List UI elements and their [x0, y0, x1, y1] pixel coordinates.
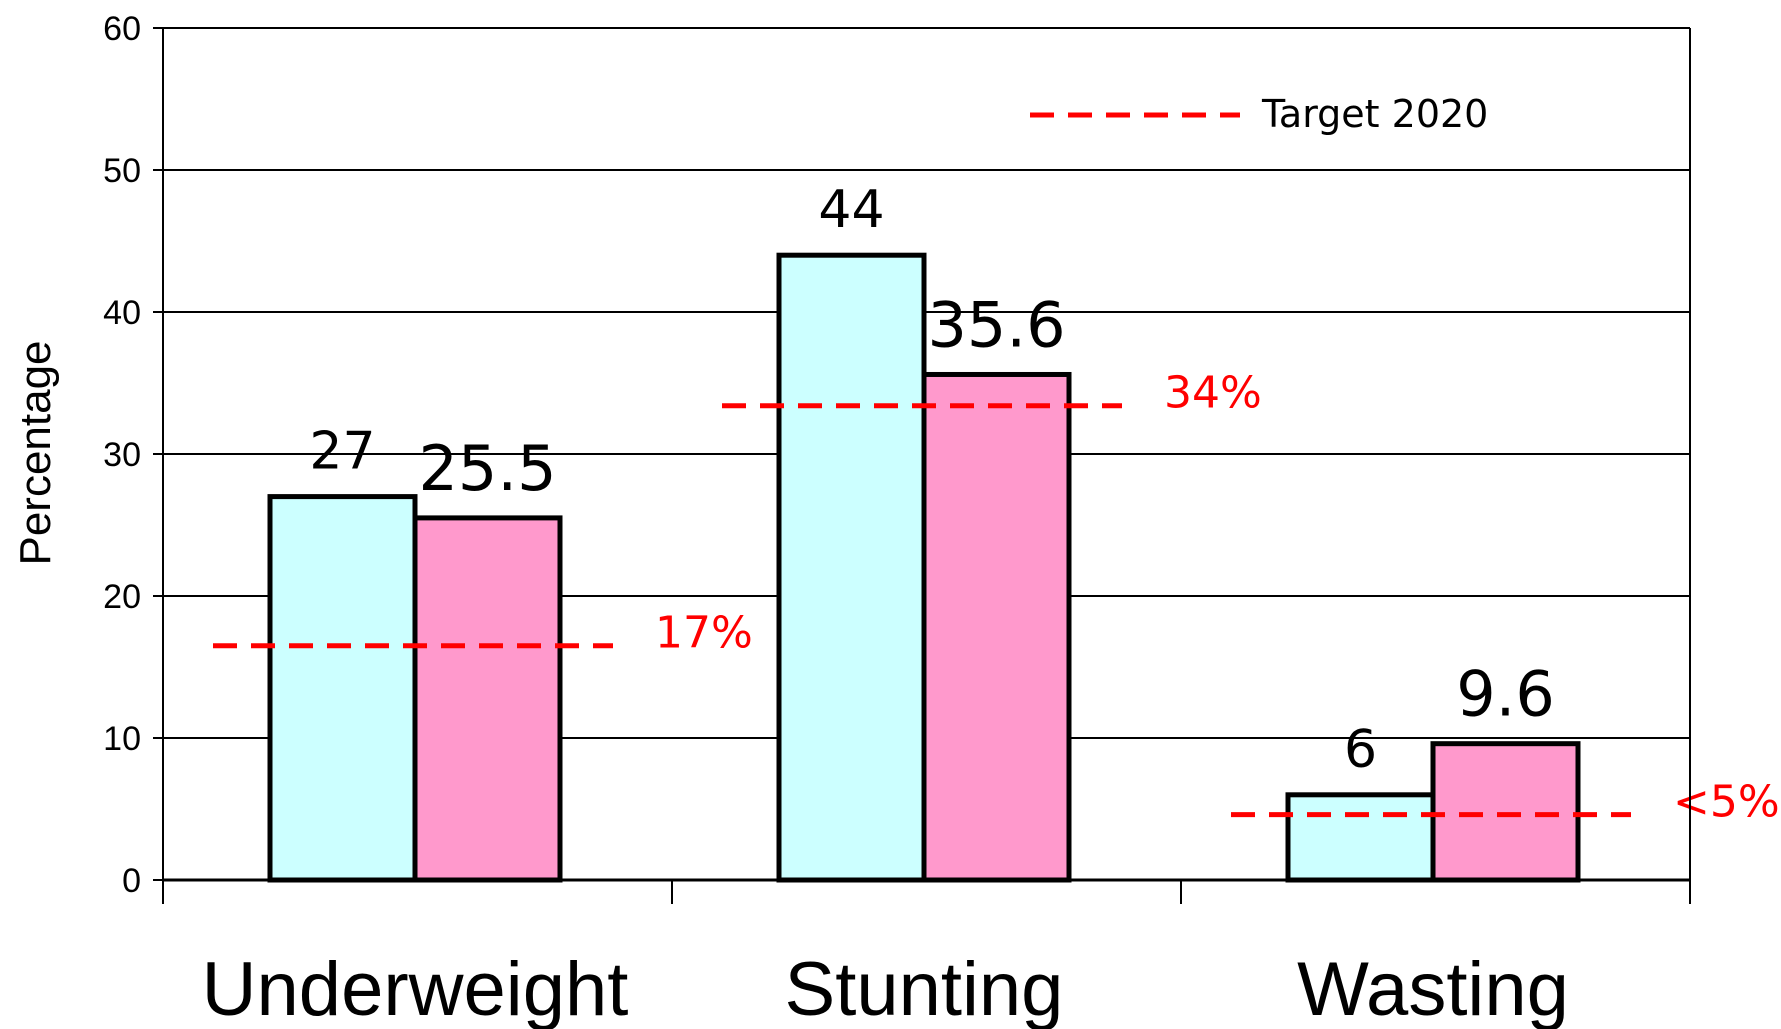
- bars: [267, 252, 1581, 883]
- axes: 0 10 20 30 40 50 60: [103, 10, 1691, 904]
- y-axis-title: Percentage: [11, 340, 60, 565]
- data-label: 25.5: [418, 432, 556, 505]
- bar-stunting-s1: [776, 252, 927, 883]
- y-tick-label: 60: [103, 10, 141, 48]
- bar-underweight-s1: [267, 494, 418, 883]
- legend: Target 2020: [1030, 92, 1488, 136]
- bar-underweight-s2: [412, 515, 563, 883]
- y-tick-label: 0: [122, 862, 141, 900]
- y-tick-label: 10: [103, 720, 141, 758]
- y-tick-label: 40: [103, 294, 141, 332]
- category-label: Underweight: [202, 947, 629, 1029]
- data-label: 27: [309, 422, 375, 482]
- category-label: Stunting: [785, 947, 1064, 1029]
- data-label: 6: [1344, 720, 1377, 780]
- target-label: 17%: [655, 608, 753, 659]
- y-tick-label: 50: [103, 152, 141, 190]
- data-label: 44: [818, 180, 884, 240]
- data-label: 9.6: [1456, 658, 1555, 731]
- y-tick-label: 20: [103, 578, 141, 616]
- category-label: Wasting: [1297, 947, 1569, 1029]
- y-tick-label: 30: [103, 436, 141, 474]
- bar-stunting-s2: [921, 371, 1072, 883]
- bar-wasting-s1: [1285, 792, 1436, 883]
- target-label: 34%: [1164, 368, 1262, 419]
- bar-wasting-s2: [1430, 741, 1581, 883]
- legend-label: Target 2020: [1261, 92, 1488, 136]
- labels: 27 25.5 Underweight 44 35.6 Stunting 6 9.6 Wasti…: [11, 180, 1569, 1029]
- data-label: 35.6: [927, 288, 1065, 361]
